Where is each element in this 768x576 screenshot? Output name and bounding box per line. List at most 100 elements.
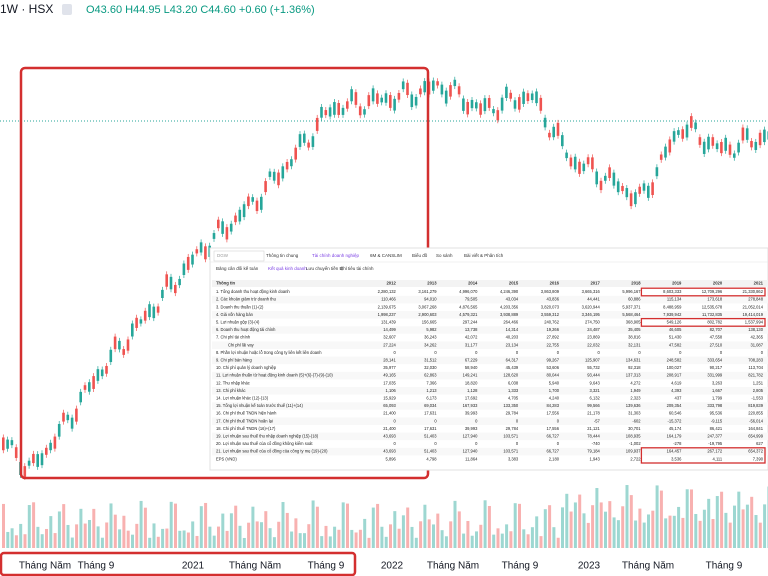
- cell: 0: [434, 418, 437, 423]
- tab[interactable]: 6M & CANSLIM: [370, 253, 402, 258]
- cell: 66,727: [546, 449, 559, 454]
- cell: 164,457: [667, 449, 683, 454]
- cell: 14,499: [383, 327, 396, 332]
- cell: 21. Lợi nhuận sau thuế của cổ đông của c…: [216, 449, 328, 454]
- volume-bar: [285, 512, 289, 548]
- cell: 27,224: [383, 342, 396, 347]
- candle: [2, 437, 5, 451]
- cell: 2,280,132: [378, 289, 397, 294]
- subtab[interactable]: Kết quả kinh doanh: [268, 266, 307, 271]
- candle: [384, 93, 388, 103]
- column-header: 2016: [550, 281, 560, 286]
- cell: 133,350: [503, 403, 519, 408]
- candle: [234, 215, 237, 223]
- cell: 27,510: [710, 342, 723, 347]
- volume-bar: [328, 536, 332, 548]
- volume-bar: [505, 524, 509, 548]
- tab[interactable]: Biểu đồ: [412, 252, 428, 258]
- candle: [281, 166, 285, 179]
- tab[interactable]: So sánh: [436, 253, 453, 258]
- volume-bar: [376, 503, 380, 548]
- cell: 0: [475, 418, 478, 423]
- candle: [199, 242, 203, 253]
- cell: 51,403: [424, 433, 437, 438]
- cell: 39,993: [465, 426, 478, 431]
- cell: 90,217: [710, 365, 723, 370]
- candle: [225, 227, 229, 240]
- cell: 0: [434, 350, 437, 355]
- candle: [307, 142, 310, 148]
- candle: [423, 81, 426, 93]
- cell: 1,943: [590, 456, 601, 461]
- volume-bar: [229, 513, 233, 548]
- candle: [410, 94, 414, 108]
- volume-bar: [668, 515, 672, 548]
- cell: 65,093: [383, 403, 396, 408]
- tab[interactable]: Bài viết & Phân tích: [464, 253, 504, 258]
- candle: [496, 110, 500, 121]
- cell: 3,863,809: [541, 289, 560, 294]
- volume-bar: [561, 507, 564, 548]
- cell: 94,010: [424, 297, 437, 302]
- cell: 93,444: [587, 373, 600, 378]
- volume-bar: [543, 509, 547, 548]
- tab[interactable]: Tài chính doanh nghiệp: [312, 253, 360, 258]
- candle: [651, 182, 654, 196]
- tab[interactable]: Thông tin chung: [266, 253, 299, 258]
- candle: [763, 129, 766, 143]
- candle: [320, 106, 323, 118]
- volume-bar: [604, 511, 607, 548]
- cell: -57: [594, 418, 601, 423]
- cell: 8,603,333: [663, 289, 682, 294]
- volume-bar: [410, 526, 414, 548]
- cell: 27,892: [546, 335, 559, 340]
- subtab[interactable]: Lưu chuyển tiền tệ: [306, 265, 344, 271]
- volume-bar: [518, 503, 521, 548]
- volume-bar: [642, 522, 646, 548]
- candle: [118, 340, 121, 350]
- cell: 60,546: [669, 411, 682, 416]
- subtab[interactable]: Bảng cân đối kế toán: [216, 266, 259, 271]
- cell: 4. Giá vốn hàng bán: [216, 312, 254, 317]
- cell: 110,466: [381, 297, 396, 302]
- volume-bar: [27, 505, 31, 548]
- cell: 156,665: [422, 319, 438, 324]
- volume-bar: [126, 530, 130, 548]
- candle: [285, 161, 289, 170]
- candle: [135, 317, 138, 328]
- candle: [535, 91, 538, 104]
- cell: 3,938,889: [500, 312, 519, 317]
- candle: [681, 129, 684, 139]
- cell: 31,177: [465, 342, 478, 347]
- highlight-box: [640, 447, 766, 464]
- cell: 42,072: [465, 335, 478, 340]
- candle: [57, 423, 61, 437]
- cell: 51,403: [424, 449, 437, 454]
- cell: 654,999: [748, 433, 764, 438]
- search-box[interactable]: [213, 250, 265, 262]
- volume-bar: [539, 536, 543, 548]
- volume-bar: [487, 505, 491, 548]
- cell: -602: [632, 418, 641, 423]
- volume-bar: [685, 489, 689, 548]
- volume-bar: [595, 488, 599, 548]
- cell: 3,263: [712, 380, 723, 385]
- volume-bar: [578, 494, 582, 548]
- volume-bar: [475, 531, 478, 548]
- row-bg: [212, 356, 768, 365]
- toggle[interactable]: [62, 4, 72, 15]
- volume-bar: [358, 529, 362, 548]
- subtab[interactable]: Chỉ tiêu tài chính: [340, 265, 374, 271]
- cell: -15,372: [668, 418, 683, 423]
- candle: [453, 79, 457, 87]
- candle: [406, 82, 409, 96]
- candle: [32, 453, 35, 464]
- candle: [436, 81, 439, 86]
- volume-bar: [728, 522, 732, 548]
- cell: 297,244: [463, 319, 479, 324]
- volume-bar: [242, 537, 246, 548]
- cell: 708,283: [748, 357, 764, 362]
- candle: [341, 107, 345, 115]
- row-bg: [212, 447, 768, 456]
- highlight-box: [640, 287, 766, 297]
